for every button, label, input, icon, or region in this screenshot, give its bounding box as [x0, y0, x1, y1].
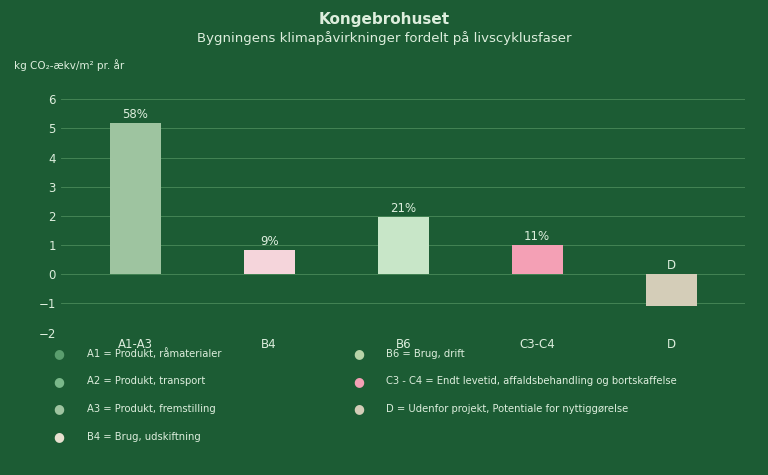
Text: B6 = Brug, drift: B6 = Brug, drift	[386, 349, 465, 359]
Text: A2 = Produkt, transport: A2 = Produkt, transport	[87, 376, 205, 387]
Text: kg CO₂-ækv/m² pr. år: kg CO₂-ækv/m² pr. år	[14, 59, 124, 71]
Text: 21%: 21%	[390, 202, 416, 215]
Bar	[646, 274, 697, 306]
Text: ●: ●	[54, 375, 65, 388]
Text: ●: ●	[353, 347, 364, 361]
Text: ●: ●	[54, 347, 65, 361]
Text: A1 = Produkt, råmaterialer: A1 = Produkt, råmaterialer	[87, 349, 221, 359]
Text: ●: ●	[353, 375, 364, 388]
Text: Kongebrohuset: Kongebrohuset	[319, 12, 449, 27]
Text: C3 - C4 = Endt levetid, affaldsbehandling og bortskaffelse: C3 - C4 = Endt levetid, affaldsbehandlin…	[386, 376, 677, 387]
Text: 11%: 11%	[525, 230, 551, 243]
Bar	[378, 218, 429, 274]
Text: 9%: 9%	[260, 235, 279, 248]
Text: ●: ●	[54, 402, 65, 416]
Bar	[110, 123, 161, 274]
Text: D = Udenfor projekt, Potentiale for nyttiggørelse: D = Udenfor projekt, Potentiale for nytt…	[386, 404, 628, 414]
Text: ●: ●	[353, 402, 364, 416]
Text: ●: ●	[54, 430, 65, 443]
Text: D: D	[667, 259, 676, 272]
Text: Bygningens klimapåvirkninger fordelt på livscyklusfaser: Bygningens klimapåvirkninger fordelt på …	[197, 31, 571, 45]
Text: 58%: 58%	[122, 108, 148, 121]
Bar	[511, 245, 563, 274]
Text: A3 = Produkt, fremstilling: A3 = Produkt, fremstilling	[87, 404, 216, 414]
Bar	[243, 250, 295, 274]
Text: B4 = Brug, udskiftning: B4 = Brug, udskiftning	[87, 431, 200, 442]
